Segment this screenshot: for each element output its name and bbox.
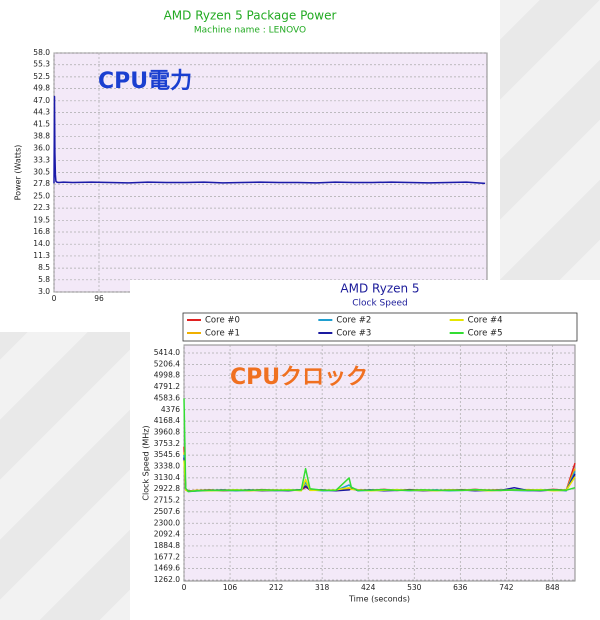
y-tick-label: 27.8: [33, 179, 50, 188]
x-tick-label: 106: [223, 583, 238, 592]
x-tick-label: 636: [453, 583, 468, 592]
annotation: CPUクロック: [230, 365, 368, 390]
legend-box: [182, 312, 578, 342]
x-tick-label: 0: [182, 583, 187, 592]
legend-label: Core #4: [468, 316, 503, 326]
y-tick-label: 5.8: [38, 275, 50, 284]
annotation: CPU電力: [98, 69, 192, 94]
x-tick-label: 0: [52, 294, 57, 303]
y-tick-label: 38.8: [33, 131, 50, 140]
legend-label: Core #2: [336, 316, 371, 326]
y-tick-label: 1469.6: [154, 564, 180, 573]
chart-subtitle: Clock Speed: [352, 299, 408, 309]
chart-title: AMD Ryzen 5: [340, 282, 419, 296]
y-tick-label: 8.5: [38, 263, 50, 272]
plot-area: [183, 344, 576, 582]
y-tick-label: 1262.0: [154, 575, 180, 584]
x-tick-label: 530: [407, 583, 422, 592]
legend-label: Core #0: [205, 316, 240, 326]
chart: AMD Ryzen 5 Package Power Machine name : …: [0, 0, 500, 332]
y-tick-label: 3960.8: [154, 427, 180, 436]
chart-subtitle: Machine name : LENOVO: [194, 26, 306, 36]
y-tick-label: 4998.8: [154, 371, 180, 380]
y-tick-label: 16.8: [33, 227, 50, 236]
y-tick-label: 4376: [161, 405, 180, 414]
y-tick-label: 22.3: [33, 203, 50, 212]
y-tick-label: 2715.2: [154, 496, 180, 505]
legend-label: Core #3: [336, 329, 371, 339]
y-tick-label: 36.0: [33, 144, 50, 153]
data-line: [183, 398, 576, 493]
y-tick-label: 41.5: [33, 120, 50, 129]
y-tick-label: 49.8: [33, 84, 50, 93]
y-tick-label: 4791.2: [154, 382, 180, 391]
y-tick-label: 33.3: [33, 155, 50, 164]
y-tick-label: 5206.4: [154, 359, 180, 368]
y-tick-label: 44.3: [33, 108, 50, 117]
y-tick-label: 11.3: [33, 251, 50, 260]
y-tick-label: 19.5: [33, 215, 50, 224]
y-tick-label: 4168.4: [154, 416, 180, 425]
y-tick-label: 1677.2: [154, 552, 180, 561]
y-tick-label: 2922.8: [154, 484, 180, 493]
y-tick-label: 5414.0: [154, 348, 180, 357]
y-tick-label: 2507.6: [154, 507, 180, 516]
y-tick-label: 25.0: [33, 191, 50, 200]
y-tick-label: 1884.8: [154, 541, 180, 550]
y-tick-label: 47.0: [33, 96, 50, 105]
y-tick-label: 3753.2: [154, 439, 180, 448]
x-tick-label: 318: [315, 583, 330, 592]
y-tick-label: 55.3: [33, 60, 50, 69]
y-tick-label: 14.0: [33, 239, 50, 248]
y-tick-label: 4583.6: [154, 393, 180, 402]
y-tick-label: 3338.0: [154, 462, 180, 471]
y-tick-label: 30.5: [33, 168, 50, 177]
y-tick-label: 2300.0: [154, 518, 180, 527]
x-tick-label: 848: [545, 583, 560, 592]
legend-label: Core #1: [205, 329, 240, 339]
x-tick-label: 742: [499, 583, 514, 592]
x-tick-label: 212: [269, 583, 284, 592]
y-tick-label: 2092.4: [154, 530, 180, 539]
legend-label: Core #5: [468, 329, 503, 339]
y-tick-label: 3545.6: [154, 450, 180, 459]
y-axis-label: Clock Speed (MHz): [142, 425, 151, 500]
y-tick-label: 3.0: [38, 287, 50, 296]
y-axis-label: Power (Watts): [14, 145, 23, 201]
chart: AMD Ryzen 5 Clock Speed 1262.0 1469.6 1677.2…: [130, 280, 600, 620]
data-line: [53, 95, 486, 185]
chart-title: AMD Ryzen 5 Package Power: [164, 9, 337, 23]
y-tick-label: 58.0: [33, 48, 50, 57]
x-tick-label: 424: [361, 583, 376, 592]
y-tick-label: 3130.4: [154, 473, 180, 482]
x-tick-label: 96: [94, 294, 104, 303]
x-axis-label: Time (seconds): [348, 595, 410, 604]
y-tick-label: 52.5: [33, 72, 50, 81]
